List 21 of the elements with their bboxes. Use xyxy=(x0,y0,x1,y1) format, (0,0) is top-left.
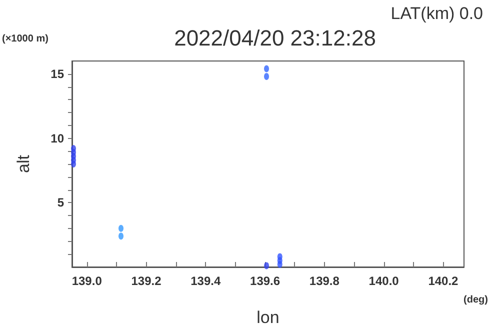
x-axis-title: lon xyxy=(256,308,280,327)
text: (deg) xyxy=(464,294,488,306)
x-tick-label: 139.4 xyxy=(190,274,221,288)
x-tick-label: 139.0 xyxy=(72,274,102,288)
point xyxy=(264,262,270,270)
chart-title: 2022/04/20 23:12:28 xyxy=(174,26,376,50)
point xyxy=(277,253,282,260)
x-tick-label: 140.0 xyxy=(368,274,400,288)
x-tick-label: 140.2 xyxy=(428,274,459,288)
point xyxy=(70,145,76,152)
text: (×1000 m) xyxy=(2,34,48,44)
point xyxy=(264,65,270,72)
y-tick-label: 10 xyxy=(50,131,64,146)
x-tick-label: 139.2 xyxy=(131,274,162,288)
x-tick-label: 139.6 xyxy=(250,274,280,288)
y-tick-label: 5 xyxy=(57,196,64,210)
x-tick-label: 139.8 xyxy=(309,274,340,288)
y-axis-title: alt xyxy=(14,154,33,173)
chart-subtitle: LAT(km) 0.0 xyxy=(390,4,484,23)
point xyxy=(264,72,270,80)
y-tick-label: 15 xyxy=(50,66,64,81)
